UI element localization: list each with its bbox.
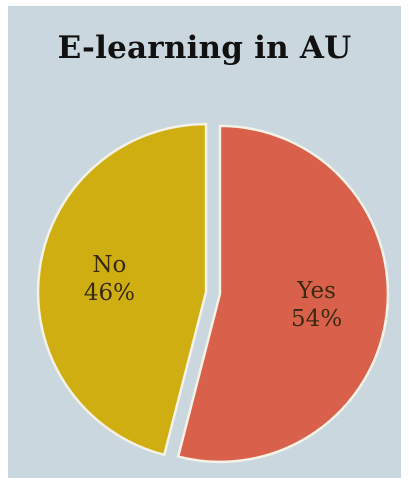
pie-slice-yes	[176, 124, 390, 464]
chart-title: E-learning in AU	[57, 30, 352, 66]
slice-value-yes: 54%	[291, 306, 342, 332]
chart-area: E-learning in AU Yes 54% No 46%	[8, 6, 401, 478]
slice-label-yes: Yes	[296, 278, 336, 304]
slice-value-no: 46%	[84, 280, 135, 306]
slice-label-no: No	[92, 252, 126, 278]
pie-slice-no	[36, 122, 208, 457]
